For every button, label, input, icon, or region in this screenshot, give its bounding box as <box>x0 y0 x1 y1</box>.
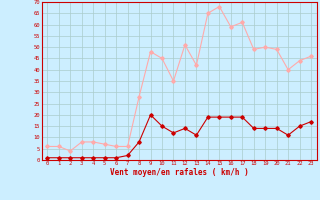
X-axis label: Vent moyen/en rafales ( km/h ): Vent moyen/en rafales ( km/h ) <box>110 168 249 177</box>
